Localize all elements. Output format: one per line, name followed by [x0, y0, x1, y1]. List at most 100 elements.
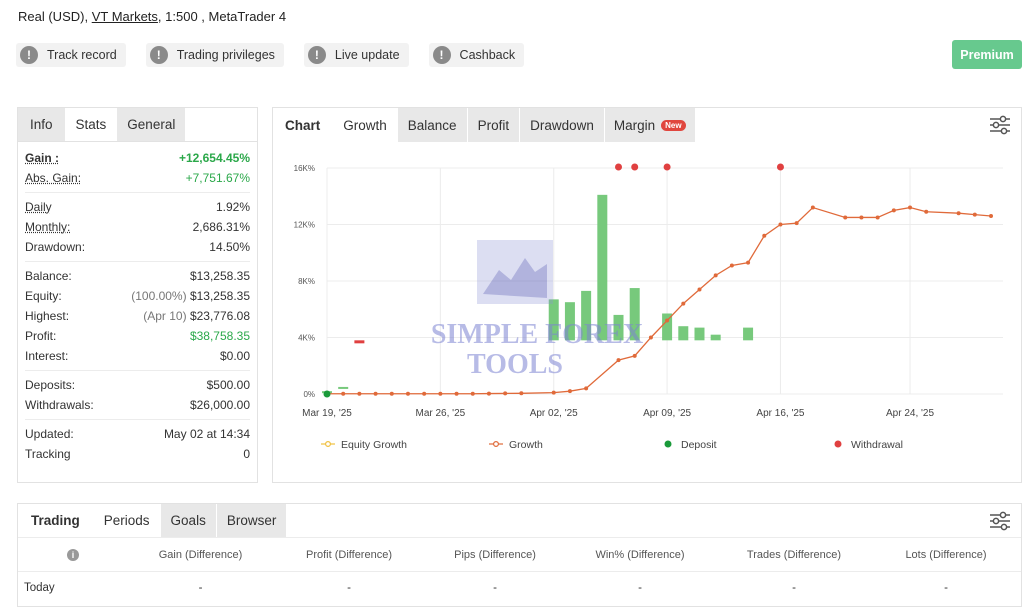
- cell-lots: -: [944, 581, 948, 594]
- gain-label[interactable]: Gain :: [25, 151, 60, 165]
- withdrawal-marker: [776, 163, 784, 171]
- growth-line: [327, 206, 992, 395]
- tab-periods[interactable]: Periods: [93, 504, 161, 537]
- info-icon[interactable]: i: [67, 548, 79, 561]
- growth-point: [470, 391, 475, 396]
- chart-tabs: Chart Growth Balance Profit Drawdown Mar…: [273, 108, 1021, 142]
- growth-point: [746, 260, 751, 265]
- y-tick-label: 4K%: [298, 334, 315, 343]
- bar: [613, 314, 624, 341]
- tracking-label: Tracking: [25, 447, 71, 461]
- tab-growth[interactable]: Growth: [333, 108, 398, 142]
- tab-browser[interactable]: Browser: [216, 504, 288, 537]
- cell-profit: -: [347, 581, 351, 594]
- growth-point: [341, 391, 346, 396]
- x-tick-label: Apr 09, '25: [643, 408, 691, 419]
- profit-value: $38,758.35: [189, 329, 250, 343]
- x-tick-label: Apr 02, '25: [530, 408, 578, 419]
- equity-value: $13,258.35: [189, 289, 250, 303]
- row-drawdown: Drawdown: 14.50%: [25, 237, 250, 257]
- tab-goals[interactable]: Goals: [160, 504, 217, 537]
- withdrawals-label: Withdrawals:: [25, 398, 94, 412]
- growth-point: [503, 391, 508, 396]
- bar: [678, 326, 689, 341]
- badge-trading-privileges[interactable]: ! Trading privileges: [145, 43, 284, 67]
- bar: [581, 290, 592, 341]
- tab-drawdown[interactable]: Drawdown: [520, 108, 605, 142]
- gain-value: +12,654.45%: [178, 151, 250, 165]
- chart-section-label: Chart: [273, 108, 334, 142]
- growth-point: [665, 318, 670, 323]
- broker-link[interactable]: VT Markets: [91, 9, 158, 24]
- tab-general[interactable]: General: [117, 108, 187, 141]
- badge-track-record[interactable]: ! Track record: [16, 43, 126, 67]
- info-panel: Info Stats General Gain : +12,654.45% Ab…: [17, 107, 258, 483]
- tab-profit[interactable]: Profit: [467, 108, 521, 142]
- watermark-line1: SIMPLE FOREX: [431, 319, 643, 350]
- bar: [662, 313, 673, 341]
- divider: [25, 370, 250, 371]
- growth-point: [891, 208, 896, 213]
- growth-point: [794, 221, 799, 226]
- growth-point: [713, 273, 718, 278]
- badge-live-update[interactable]: ! Live update: [303, 43, 409, 67]
- trading-panel: Trading Periods Goals Browser i Gain (Di…: [17, 503, 1022, 607]
- divider: [25, 419, 250, 420]
- bar: [743, 327, 754, 341]
- withdrawal-marker: [663, 163, 671, 171]
- growth-point: [389, 391, 394, 396]
- growth-point: [454, 391, 459, 396]
- row-monthly: Monthly: 2,686.31%: [25, 217, 250, 237]
- growth-point: [422, 391, 427, 396]
- growth-point: [729, 263, 734, 268]
- x-tick-label: Apr 24, '25: [886, 408, 934, 419]
- badge-cashback[interactable]: ! Cashback: [428, 43, 525, 67]
- tab-margin[interactable]: Margin New: [604, 108, 696, 142]
- badge-row: ! Track record ! Trading privileges ! Li…: [16, 43, 544, 67]
- deposits-value: $500.00: [206, 378, 250, 392]
- monthly-label[interactable]: Monthly:: [25, 220, 71, 234]
- abs-gain-label[interactable]: Abs. Gain:: [25, 171, 82, 185]
- tab-info[interactable]: Info: [18, 108, 66, 141]
- divider: [25, 261, 250, 262]
- interest-label: Interest:: [25, 349, 69, 363]
- growth-point: [551, 390, 556, 395]
- legend-deposit: Deposit: [681, 439, 717, 451]
- daily-value: 1.92%: [215, 200, 250, 214]
- tab-balance[interactable]: Balance: [397, 108, 468, 142]
- bar: [338, 386, 349, 389]
- badge-label: Cashback: [459, 48, 516, 62]
- y-tick-label: 8K%: [298, 277, 315, 286]
- divider: [25, 192, 250, 193]
- growth-point: [908, 205, 913, 210]
- highest-date: (Apr 10): [143, 309, 187, 323]
- info-rows: Gain : +12,654.45% Abs. Gain: +7,751.67%…: [18, 142, 257, 464]
- balance-label: Balance:: [25, 269, 72, 283]
- growth-point: [632, 353, 637, 358]
- trading-tabs: Trading Periods Goals Browser: [18, 504, 1021, 538]
- col-trades: Trades (Difference): [746, 548, 842, 561]
- exclamation-icon: !: [20, 46, 38, 64]
- drawdown-value: 14.50%: [209, 240, 250, 254]
- row-deposits: Deposits: $500.00: [25, 375, 250, 395]
- exclamation-icon: !: [149, 46, 168, 64]
- bar: [548, 299, 559, 341]
- deposits-label: Deposits:: [25, 378, 76, 392]
- chart-settings-icon[interactable]: [989, 115, 1011, 135]
- daily-label[interactable]: Daily: [25, 200, 52, 214]
- premium-button[interactable]: Premium: [952, 40, 1022, 69]
- tab-stats[interactable]: Stats: [65, 108, 118, 141]
- growth-point: [875, 215, 880, 220]
- cell-trades: -: [792, 581, 796, 594]
- y-tick-label: 0%: [303, 390, 315, 399]
- account-details: , 1:500 , MetaTrader 4: [157, 9, 287, 24]
- growth-point: [843, 215, 848, 220]
- row-equity: Equity: (100.00%) $13,258.35: [25, 286, 250, 306]
- row-updated: Updated: May 02 at 14:34: [25, 424, 250, 444]
- row-label-today: Today: [24, 581, 55, 594]
- growth-point: [519, 391, 524, 396]
- withdrawal-marker: [631, 163, 639, 171]
- bar: [710, 334, 721, 341]
- legend-equity-growth: Equity Growth: [341, 439, 407, 451]
- trading-settings-icon[interactable]: [989, 511, 1011, 531]
